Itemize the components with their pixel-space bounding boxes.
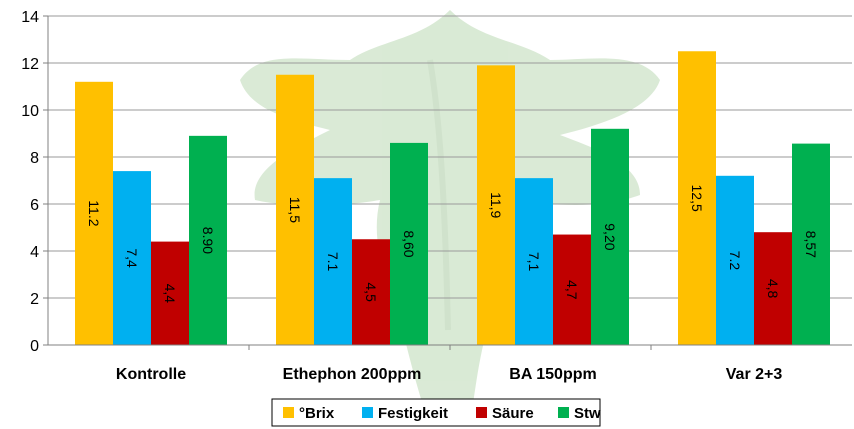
data-label: 7.1 xyxy=(325,252,341,272)
bar xyxy=(591,128,629,345)
data-label: 4,5 xyxy=(363,282,379,302)
legend-swatch xyxy=(362,407,373,418)
bar xyxy=(75,81,113,346)
y-tick-label: 6 xyxy=(30,197,39,214)
y-tick-label: 14 xyxy=(21,9,39,26)
data-label: 4,8 xyxy=(765,279,781,299)
data-label: 11,5 xyxy=(287,197,303,223)
data-label: 7,4 xyxy=(124,248,140,268)
data-label: 9,20 xyxy=(602,223,618,250)
data-label: 8,57 xyxy=(803,231,819,258)
legend-swatch xyxy=(476,407,487,418)
x-tick-label: Var 2+3 xyxy=(726,366,783,383)
bar xyxy=(314,178,352,345)
x-tick-label: Ethephon 200ppm xyxy=(283,366,422,383)
bar xyxy=(553,234,591,345)
data-label: 4,4 xyxy=(162,284,178,304)
legend-swatch xyxy=(283,407,294,418)
x-tick-label: Kontrolle xyxy=(116,366,186,383)
background-plant-watermark xyxy=(240,10,660,425)
bar xyxy=(113,171,151,345)
y-tick-label: 8 xyxy=(30,150,39,167)
bar xyxy=(754,232,792,345)
bar xyxy=(390,142,428,345)
bar xyxy=(515,178,553,345)
data-label: 7,1 xyxy=(526,252,542,272)
data-label: 4,7 xyxy=(564,280,580,300)
data-label: 11,9 xyxy=(488,192,504,218)
y-tick-label: 0 xyxy=(30,338,39,355)
legend-box xyxy=(271,398,601,427)
data-label: 12,5 xyxy=(689,185,705,212)
x-tick-label: BA 150ppm xyxy=(509,366,596,383)
y-tick-label: 2 xyxy=(30,291,39,308)
bar xyxy=(151,241,189,345)
data-label: 11.2 xyxy=(86,200,102,226)
bar xyxy=(716,175,754,345)
legend-label: Stw xyxy=(574,405,601,422)
y-tick-label: 4 xyxy=(30,244,39,261)
data-label: 7.2 xyxy=(727,251,743,271)
bar xyxy=(477,65,515,345)
data-label: 8,60 xyxy=(401,230,417,257)
bar xyxy=(276,74,314,345)
bar xyxy=(352,239,390,345)
y-tick-label: 10 xyxy=(21,103,39,120)
y-tick-label: 12 xyxy=(21,56,39,73)
legend-label: Säure xyxy=(492,405,534,422)
legend-swatch xyxy=(558,407,569,418)
bar xyxy=(678,51,716,345)
bar xyxy=(792,143,830,345)
data-label: 8.90 xyxy=(200,227,216,254)
bar xyxy=(189,135,227,345)
legend-label: Festigkeit xyxy=(378,405,448,422)
legend-label: °Brix xyxy=(299,405,335,422)
